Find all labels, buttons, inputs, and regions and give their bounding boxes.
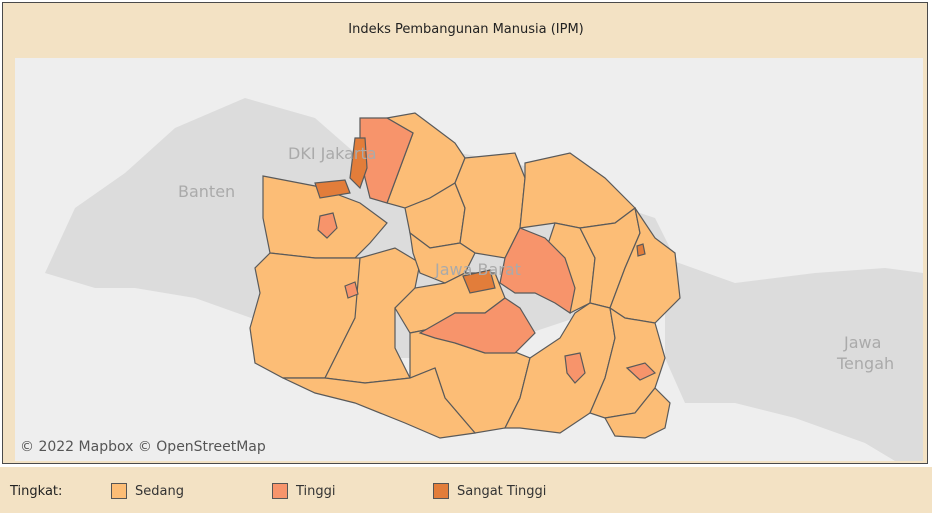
label-jawa-barat: Jawa Barat [434,260,521,279]
region-bandung-kab[interactable] [418,297,536,354]
region-cianjur-south[interactable] [282,367,477,439]
region-indramayu[interactable] [519,152,636,229]
region-kota-cirebon[interactable] [636,243,646,257]
region-pangandaran[interactable] [604,387,671,439]
choropleth-map[interactable]: Banten [15,58,923,461]
region-sumedang-tinggi[interactable] [499,227,576,314]
region-bogor-kota[interactable] [317,212,338,239]
map-canvas: Banten [45,98,923,461]
region-kota-bandung[interactable] [462,269,496,294]
region-cianjur[interactable] [324,247,421,384]
legend-swatch-sangat-tinggi[interactable] [433,483,449,499]
legend-title: Tingkat: [10,484,63,499]
label-jakarta: DKI Jakarta [288,144,377,163]
region-tasik-kota[interactable] [564,352,586,384]
legend-label-sedang[interactable]: Sedang [135,484,184,499]
map-attribution[interactable]: © 2022 Mapbox © OpenStreetMap [20,439,266,455]
dashboard-panel: Indeks Pembangunan Manusia (IPM) Banten [2,2,928,464]
region-banjar[interactable] [625,362,657,381]
legend-label-tinggi[interactable]: Tinggi [296,484,336,499]
chart-title: Indeks Pembangunan Manusia (IPM) [348,22,584,37]
region-sukabumi-kota[interactable] [344,281,359,299]
legend-swatch-tinggi[interactable] [272,483,288,499]
label-jawa-tengah-1: Jawa [843,333,881,352]
region-kota-depok[interactable] [314,179,351,199]
region-kota-bekasi[interactable] [349,137,368,190]
region-subang[interactable] [454,152,526,259]
legend-swatch-sedang[interactable] [111,483,127,499]
legend: Tingkat: Sedang Tinggi Sangat Tinggi [0,467,932,513]
land-jawa-tengah [665,258,923,461]
label-jawa-tengah-2: Tengah [836,354,894,373]
label-banten: Banten [178,182,235,201]
legend-label-sangat-tinggi[interactable]: Sangat Tinggi [457,484,547,499]
